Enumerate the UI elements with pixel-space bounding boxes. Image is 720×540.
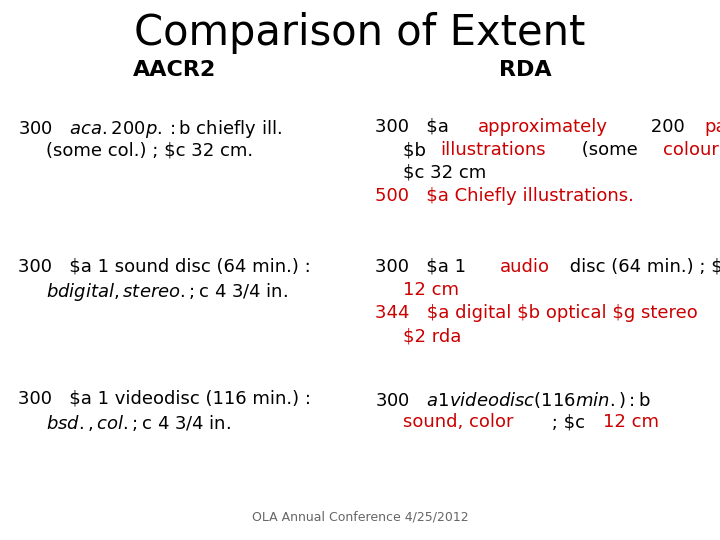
Text: 200: 200 <box>646 118 691 136</box>
Text: OLA Annual Conference 4/25/2012: OLA Annual Conference 4/25/2012 <box>252 510 468 523</box>
Text: AACR2: AACR2 <box>133 60 217 80</box>
Text: pages: pages <box>704 118 720 136</box>
Text: 300   $a: 300 $a <box>375 118 454 136</box>
Text: (some: (some <box>577 141 644 159</box>
Text: audio: audio <box>500 258 550 276</box>
Text: $b digital, stereo. ; $c 4 3/4 in.: $b digital, stereo. ; $c 4 3/4 in. <box>46 281 288 303</box>
Text: 300   $a 1 sound disc (64 min.) :: 300 $a 1 sound disc (64 min.) : <box>18 258 311 276</box>
Text: ; $c: ; $c <box>546 413 590 431</box>
Text: illustrations: illustrations <box>440 141 546 159</box>
Text: disc (64 min.) ; $c: disc (64 min.) ; $c <box>564 258 720 276</box>
Text: 500   $a Chiefly illustrations.: 500 $a Chiefly illustrations. <box>375 187 634 205</box>
Text: 300   $a 1: 300 $a 1 <box>375 258 472 276</box>
Text: 12 cm: 12 cm <box>403 281 459 299</box>
Text: $2 rda: $2 rda <box>403 327 462 345</box>
Text: Comparison of Extent: Comparison of Extent <box>135 12 585 54</box>
Text: $b sd., col. ; $c 4 3/4 in.: $b sd., col. ; $c 4 3/4 in. <box>46 413 231 433</box>
Text: $c 32 cm: $c 32 cm <box>403 164 486 182</box>
Text: approximately: approximately <box>478 118 608 136</box>
Text: 344   $a digital $b optical $g stereo: 344 $a digital $b optical $g stereo <box>375 304 698 322</box>
Text: 300   $a 1 videodisc (116 min.) : $b: 300 $a 1 videodisc (116 min.) : $b <box>375 390 651 410</box>
Text: colour: colour <box>664 141 719 159</box>
Text: RDA: RDA <box>499 60 552 80</box>
Text: 300   $a 1 videodisc (116 min.) :: 300 $a 1 videodisc (116 min.) : <box>18 390 311 408</box>
Text: $b: $b <box>403 141 432 159</box>
Text: (some col.) ; $c 32 cm.: (some col.) ; $c 32 cm. <box>46 141 253 159</box>
Text: 12 cm: 12 cm <box>603 413 660 431</box>
Text: sound, color: sound, color <box>403 413 513 431</box>
Text: 300   $a ca. 200 p. : $b chiefly ill.: 300 $a ca. 200 p. : $b chiefly ill. <box>18 118 282 140</box>
